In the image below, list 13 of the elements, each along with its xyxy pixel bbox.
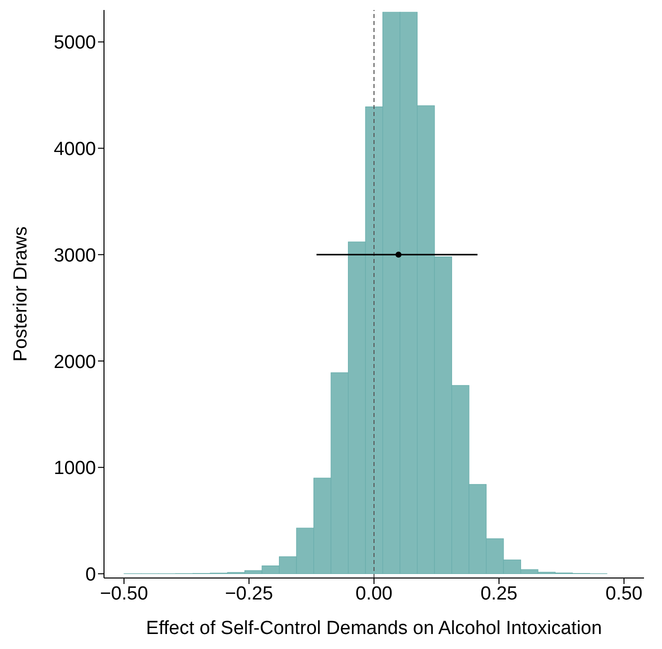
x-tick-label: 0.50: [606, 583, 642, 604]
x-tick-label: 0.00: [356, 583, 392, 604]
y-tick-label: 4000: [54, 139, 96, 160]
x-tick-label: −0.25: [224, 583, 274, 604]
y-tick-label: 3000: [54, 245, 96, 266]
x-tick-label: 0.25: [480, 583, 518, 604]
y-tick-label: 1000: [54, 458, 96, 480]
y-axis-title: Posterior Draws: [10, 226, 32, 362]
x-axis-title: Effect of Self-Control Demands on Alcohol Intoxication: [146, 618, 602, 639]
y-tick-label: 2000: [54, 352, 96, 373]
x-tick-label: −0.50: [100, 583, 148, 604]
y-tick-label: 0: [85, 564, 96, 586]
y-tick-label: 5000: [54, 32, 96, 54]
